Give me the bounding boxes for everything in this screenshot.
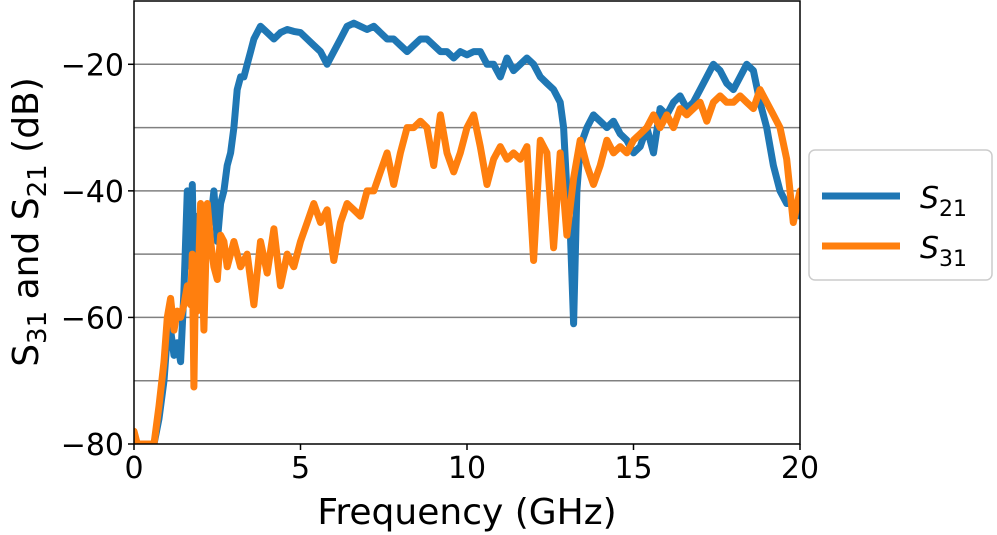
y-axis-title: S31 and S21 (dB) bbox=[6, 77, 53, 367]
x-tick-label: 0 bbox=[124, 451, 143, 486]
y-axis-title-tail: (dB) bbox=[6, 77, 47, 164]
y-tick-label: −80 bbox=[61, 428, 124, 463]
plot-area bbox=[134, 1, 800, 444]
legend-label-s31-sub: 31 bbox=[939, 247, 967, 272]
y-axis-title-s: S bbox=[6, 344, 47, 367]
x-axis-ticks: 0 5 10 15 20 bbox=[124, 444, 819, 486]
legend-label-s21: S21 bbox=[920, 181, 967, 222]
legend-label-s21-sub: 21 bbox=[939, 197, 967, 222]
y-axis-title-sub2: 21 bbox=[23, 164, 53, 197]
y-axis-ticks: −80 −60 −40 −20 bbox=[61, 48, 134, 463]
series-line-s21 bbox=[150, 19, 800, 444]
series-layer bbox=[134, 19, 800, 444]
legend-label-s31-main: S bbox=[920, 231, 939, 266]
y-axis-title-mid: and S bbox=[6, 197, 47, 310]
legend-label-s31: S31 bbox=[920, 231, 967, 272]
x-tick-label: 10 bbox=[448, 451, 486, 486]
x-tick-label: 5 bbox=[291, 451, 310, 486]
y-tick-label: −40 bbox=[61, 175, 124, 210]
series-line-s31 bbox=[134, 86, 800, 444]
y-tick-label: −20 bbox=[61, 48, 124, 83]
x-axis-title: Frequency (GHz) bbox=[317, 492, 616, 533]
x-tick-label: 20 bbox=[781, 451, 819, 486]
y-axis-title-sub1: 31 bbox=[23, 311, 53, 344]
legend-label-s21-main: S bbox=[920, 181, 939, 216]
legend: S21 S31 bbox=[808, 149, 993, 281]
x-tick-label: 15 bbox=[614, 451, 652, 486]
y-tick-label: −60 bbox=[61, 301, 124, 336]
